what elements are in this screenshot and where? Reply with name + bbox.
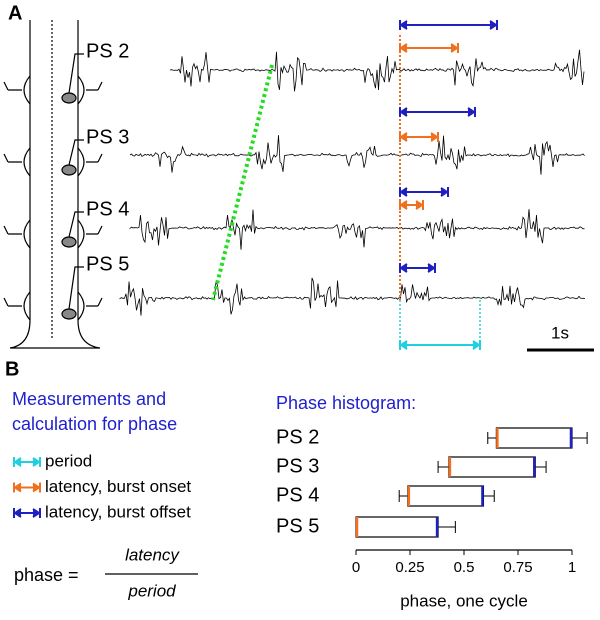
- arrow-head: [399, 263, 408, 273]
- range-bar: [355, 516, 439, 538]
- legend-label: period: [45, 451, 92, 470]
- range-bar: [448, 456, 536, 478]
- legend-label: latency, burst offset: [45, 502, 191, 521]
- arrow: [13, 482, 41, 493]
- formula-denominator: period: [127, 581, 176, 600]
- arrow-head: [399, 20, 408, 30]
- arrow-head: [399, 132, 408, 142]
- trace-label: PS 4: [86, 198, 129, 220]
- electrode-wire: [68, 139, 84, 166]
- trace: [129, 135, 585, 175]
- arrow-head: [399, 43, 408, 53]
- arrow-head: [32, 508, 41, 518]
- electrode: [61, 236, 77, 248]
- trace-label: PS 2: [86, 40, 129, 62]
- scale-bar-label: 1s: [551, 323, 569, 342]
- electrode-wire: [68, 211, 84, 238]
- x-tick-label: 0: [352, 559, 360, 576]
- x-tick-label: 1: [568, 559, 576, 576]
- recordings: [119, 49, 586, 316]
- x-axis-label: phase, one cycle: [400, 591, 528, 610]
- arrow-head: [399, 187, 408, 197]
- formula-lhs: phase =: [14, 565, 79, 585]
- nerve-cord-schematic: [3, 20, 103, 349]
- arrow: [399, 200, 424, 210]
- trace: [119, 277, 586, 316]
- arrow: [399, 263, 436, 273]
- arrow-head: [399, 200, 408, 210]
- category-label: PS 4: [276, 484, 319, 506]
- x-tick-label: 0.5: [454, 559, 475, 576]
- arrow-head: [32, 482, 41, 493]
- trace: [129, 209, 585, 250]
- arrow: [399, 107, 476, 117]
- x-tick-label: 0.25: [395, 559, 424, 576]
- category-label: PS 5: [276, 515, 319, 537]
- heading: Measurements and: [12, 389, 166, 409]
- annotations: [211, 20, 594, 352]
- ganglion: [3, 147, 103, 177]
- trace-label: PS 5: [86, 253, 129, 275]
- arrow: [399, 20, 498, 30]
- electrode: [61, 92, 77, 104]
- arrow-head: [427, 263, 436, 273]
- category-label: PS 2: [276, 426, 319, 448]
- trace-label: PS 3: [86, 126, 129, 148]
- arrow: [13, 457, 41, 467]
- arrow-head: [467, 107, 476, 117]
- arrow: [399, 187, 449, 197]
- arrow: [13, 508, 41, 518]
- category-label: PS 3: [276, 455, 319, 477]
- arrow-head: [489, 20, 498, 30]
- ganglion: [3, 75, 103, 105]
- panel-label: B: [5, 358, 19, 380]
- arrow-head: [13, 457, 22, 467]
- arrow: [399, 43, 459, 53]
- range-bar: [407, 485, 485, 507]
- arrow-head: [13, 508, 22, 518]
- arrow-head: [415, 200, 424, 210]
- arrow-head: [440, 187, 449, 197]
- chart-title: Phase histogram:: [276, 393, 416, 413]
- arrow-head: [430, 132, 439, 142]
- electrode-wire: [68, 53, 84, 94]
- heading: calculation for phase: [12, 414, 177, 434]
- formula-numerator: latency: [125, 545, 180, 564]
- ganglion: [3, 291, 103, 321]
- arrow-head: [399, 107, 408, 117]
- arrow-head: [32, 457, 41, 467]
- arrow: [399, 340, 481, 350]
- x-tick-label: 0.75: [503, 559, 532, 576]
- arrow-head: [399, 340, 408, 350]
- range-bar: [495, 427, 573, 449]
- arrow: [399, 132, 439, 142]
- trace: [169, 49, 585, 92]
- electrode: [61, 164, 77, 176]
- ganglion: [3, 219, 103, 249]
- panel-label: A: [8, 2, 22, 24]
- arrow-head: [13, 482, 22, 493]
- electrode-wire: [68, 266, 84, 310]
- arrow-head: [450, 43, 459, 53]
- legend-label: latency, burst onset: [45, 477, 191, 496]
- electrode: [61, 308, 77, 320]
- arrow-head: [472, 340, 481, 350]
